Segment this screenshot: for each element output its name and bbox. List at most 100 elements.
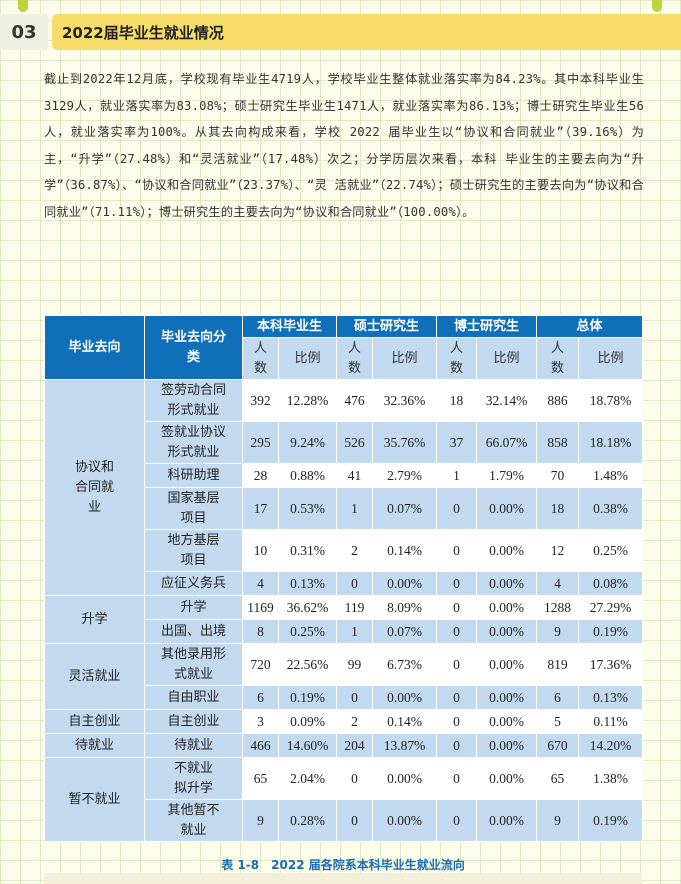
section-header: 03 2022届毕业生就业情况 xyxy=(0,14,681,50)
value-cell: 0.13% xyxy=(277,571,338,596)
employment-table: 毕业去向 毕业去向分类 本科毕业生 硕士研究生 博士研究生 总体 人数 比例 人… xyxy=(44,315,644,842)
value-cell: 0.08% xyxy=(578,571,644,596)
header-group-master: 硕士研究生 xyxy=(336,315,438,338)
value-cell: 0.07% xyxy=(372,487,438,530)
value-cell: 9 xyxy=(242,799,279,842)
value-cell: 2 xyxy=(336,529,374,572)
table-row: 灵活就业 其他录用形式就业 720 22.56% 99 6.73% 0 0.00… xyxy=(44,643,644,710)
value-cell: 0.00% xyxy=(476,571,538,596)
value-cell: 0.00% xyxy=(476,595,538,620)
left-deco-tab xyxy=(18,0,28,12)
table-row: 暂不就业 不就业拟升学 65 2.04% 0 0.00% 0 0.00% 65 … xyxy=(44,757,644,842)
value-cell: 0.31% xyxy=(277,529,338,572)
section-title: 2022届毕业生就业情况 xyxy=(52,14,681,50)
subcategory-cell: 升学 xyxy=(144,595,243,620)
table-row: 其他暂不就业 9 0.28% 0 0.00% 0 0.00% 9 0.19% xyxy=(45,799,644,842)
intro-paragraph: 截止到2022年12月底，学校现有毕业生4719人，学校毕业生整体就业落实率为8… xyxy=(44,72,644,219)
value-cell: 0.00% xyxy=(476,685,538,710)
value-cell: 0.19% xyxy=(277,685,338,710)
value-cell: 36.62% xyxy=(277,595,338,620)
category-cell: 暂不就业 xyxy=(44,757,145,842)
value-cell: 6.73% xyxy=(372,643,438,686)
value-cell: 0 xyxy=(436,685,478,710)
section-number: 03 xyxy=(0,14,48,50)
value-cell: 0.19% xyxy=(578,619,644,644)
value-cell: 526 xyxy=(336,421,374,464)
value-cell: 12 xyxy=(536,529,580,572)
value-cell: 9 xyxy=(536,619,580,644)
subcategory-cell: 不就业拟升学 xyxy=(144,757,243,800)
subcategory-cell: 国家基层项目 xyxy=(144,487,243,530)
value-cell: 18.78% xyxy=(578,379,644,422)
subcategory-cell: 应征义务兵 xyxy=(144,571,243,596)
value-cell: 0 xyxy=(336,757,374,800)
table-row: 科研助理 28 0.88% 41 2.79% 1 1.79% 70 1.48% xyxy=(45,463,644,488)
value-cell: 0.00% xyxy=(372,799,438,842)
header-count: 人数 xyxy=(536,337,580,380)
header-category: 毕业去向分类 xyxy=(144,315,243,380)
value-cell: 17 xyxy=(242,487,279,530)
value-cell: 0 xyxy=(436,709,478,734)
header-destination: 毕业去向 xyxy=(44,315,145,380)
value-cell: 720 xyxy=(242,643,279,686)
value-cell: 4 xyxy=(536,571,580,596)
subcategory-cell: 签劳动合同形式就业 xyxy=(144,379,243,422)
value-cell: 1169 xyxy=(242,595,279,620)
subcategory-cell: 自由职业 xyxy=(144,685,243,710)
value-cell: 0.00% xyxy=(476,487,538,530)
value-cell: 2 xyxy=(336,709,374,734)
value-cell: 858 xyxy=(536,421,580,464)
value-cell: 0 xyxy=(436,595,478,620)
table-row: 自主创业 自主创业 3 0.09% 2 0.14% 0 0.00% 5 0.11… xyxy=(44,709,644,734)
value-cell: 0.88% xyxy=(277,463,338,488)
value-cell: 32.14% xyxy=(476,379,538,422)
table-row: 自由职业 6 0.19% 0 0.00% 0 0.00% 6 0.13% xyxy=(45,685,644,710)
value-cell: 0.00% xyxy=(372,757,438,800)
header-ratio: 比例 xyxy=(277,337,338,380)
value-cell: 18 xyxy=(536,487,580,530)
value-cell: 22.56% xyxy=(277,643,338,686)
value-cell: 819 xyxy=(536,643,580,686)
header-ratio: 比例 xyxy=(476,337,538,380)
value-cell: 2.04% xyxy=(277,757,338,800)
value-cell: 1288 xyxy=(536,595,580,620)
value-cell: 466 xyxy=(242,733,279,758)
subcategory-cell: 其他暂不就业 xyxy=(144,799,243,842)
value-cell: 6 xyxy=(242,685,279,710)
header-group-undergrad: 本科毕业生 xyxy=(241,315,338,338)
value-cell: 8.09% xyxy=(372,595,438,620)
value-cell: 0.00% xyxy=(372,571,438,596)
value-cell: 28 xyxy=(242,463,279,488)
value-cell: 32.36% xyxy=(372,379,438,422)
value-cell: 41 xyxy=(336,463,374,488)
value-cell: 0.00% xyxy=(476,529,538,572)
category-cell: 协议和合同就业 xyxy=(44,379,145,596)
value-cell: 0 xyxy=(436,733,478,758)
value-cell: 0 xyxy=(436,487,478,530)
value-cell: 1 xyxy=(436,463,478,488)
category-cell: 自主创业 xyxy=(44,709,145,734)
value-cell: 0 xyxy=(436,571,478,596)
value-cell: 0.53% xyxy=(277,487,338,530)
value-cell: 0.00% xyxy=(476,643,538,686)
value-cell: 65 xyxy=(536,757,580,800)
value-cell: 1 xyxy=(336,487,374,530)
value-cell: 0 xyxy=(336,685,374,710)
value-cell: 2.79% xyxy=(372,463,438,488)
value-cell: 0 xyxy=(436,799,478,842)
value-cell: 0.00% xyxy=(476,799,538,842)
value-cell: 37 xyxy=(436,421,478,464)
value-cell: 6 xyxy=(536,685,580,710)
value-cell: 476 xyxy=(336,379,374,422)
value-cell: 14.60% xyxy=(277,733,338,758)
subcategory-cell: 自主创业 xyxy=(144,709,243,734)
table-row: 国家基层项目 17 0.53% 1 0.07% 0 0.00% 18 0.38% xyxy=(45,487,644,530)
value-cell: 10 xyxy=(242,529,279,572)
value-cell: 3 xyxy=(242,709,279,734)
value-cell: 0.25% xyxy=(578,529,644,572)
value-cell: 0.00% xyxy=(476,709,538,734)
subcategory-cell: 其他录用形式就业 xyxy=(144,643,243,686)
value-cell: 0.00% xyxy=(476,757,538,800)
category-cell: 待就业 xyxy=(44,733,145,758)
value-cell: 8 xyxy=(242,619,279,644)
